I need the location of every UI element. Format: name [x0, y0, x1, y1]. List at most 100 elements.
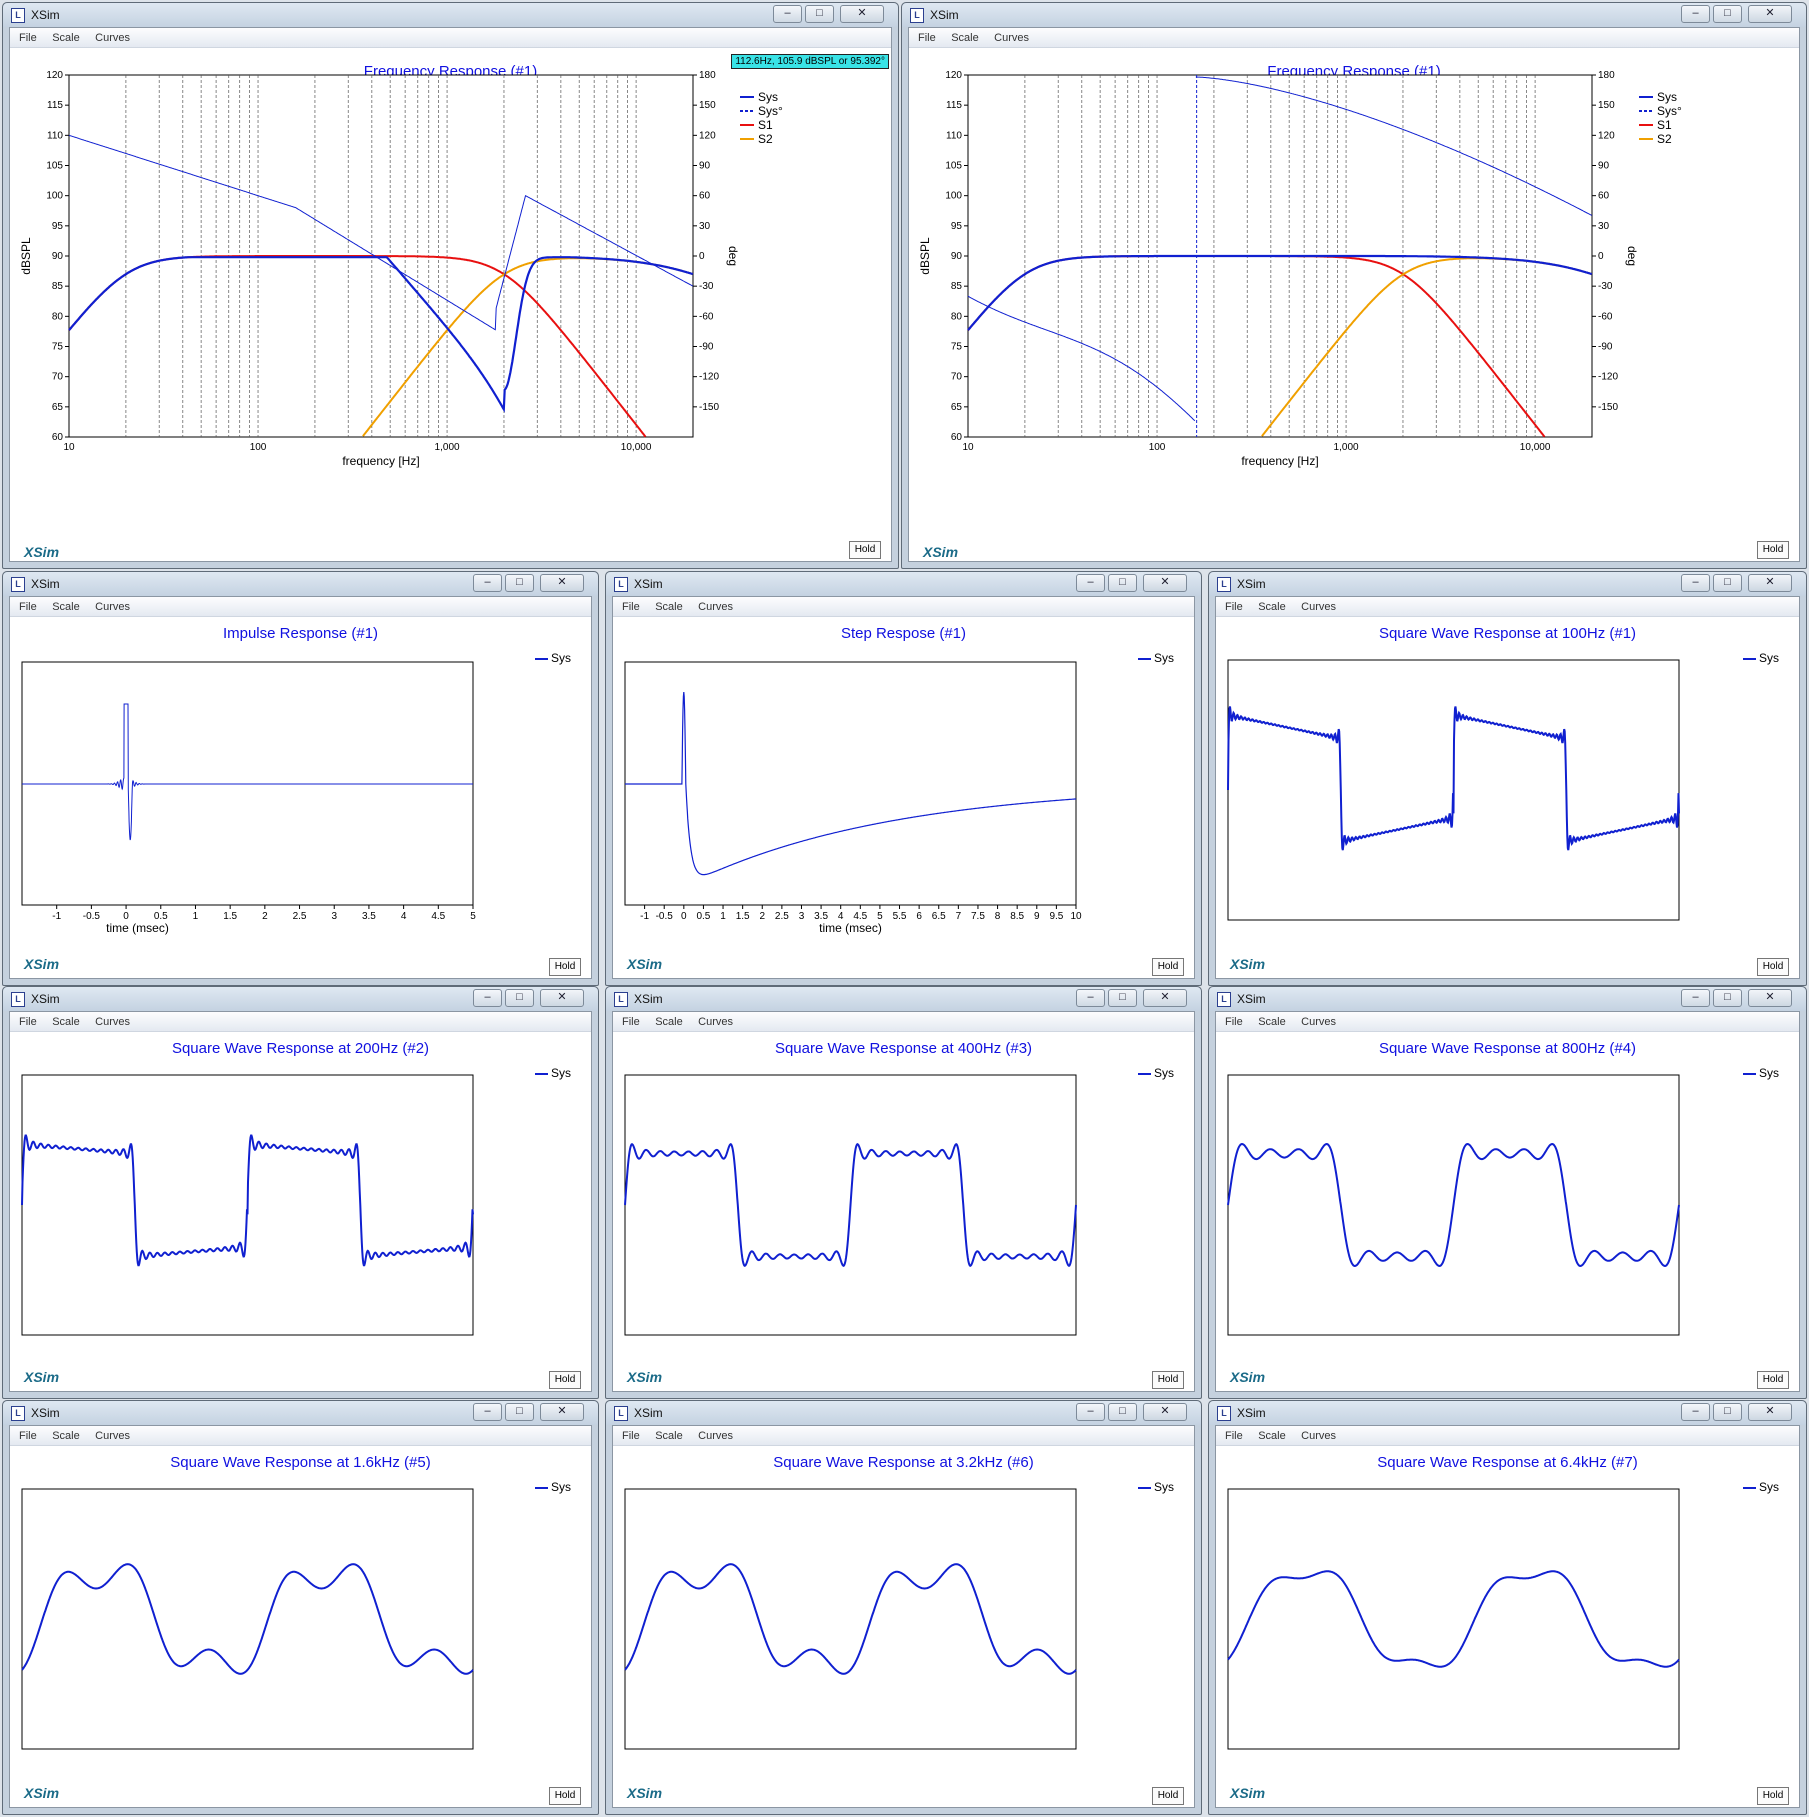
- title-bar[interactable]: L XSim – □ ✕: [606, 987, 1201, 1011]
- menu-scale[interactable]: Scale: [52, 32, 80, 44]
- hold-button[interactable]: Hold: [849, 541, 881, 559]
- menu-curves[interactable]: Curves: [994, 32, 1030, 44]
- maximize-button[interactable]: □: [1713, 989, 1742, 1007]
- close-button[interactable]: ✕: [1748, 1403, 1792, 1421]
- title-bar[interactable]: L XSim – □ ✕: [1209, 987, 1806, 1011]
- menu-file[interactable]: File: [19, 32, 37, 44]
- menu-scale[interactable]: Scale: [655, 601, 683, 613]
- maximize-button[interactable]: □: [805, 5, 834, 23]
- hold-button[interactable]: Hold: [549, 958, 581, 976]
- minimize-button[interactable]: –: [1681, 989, 1710, 1007]
- close-button[interactable]: ✕: [540, 989, 584, 1007]
- maximize-button[interactable]: □: [1713, 574, 1742, 592]
- menu-file[interactable]: File: [19, 1430, 37, 1442]
- minimize-button[interactable]: –: [473, 989, 502, 1007]
- menu-file[interactable]: File: [1225, 1430, 1243, 1442]
- close-button[interactable]: ✕: [840, 5, 884, 23]
- menu-curves[interactable]: Curves: [95, 1430, 131, 1442]
- sq800-plot[interactable]: [1216, 1012, 1801, 1393]
- maximize-button[interactable]: □: [1108, 574, 1137, 592]
- menu-curves[interactable]: Curves: [95, 32, 131, 44]
- maximize-button[interactable]: □: [505, 1403, 534, 1421]
- menu-curves[interactable]: Curves: [95, 1016, 131, 1028]
- menu-scale[interactable]: Scale: [52, 1016, 80, 1028]
- minimize-button[interactable]: –: [1681, 574, 1710, 592]
- title-bar[interactable]: L XSim – □ ✕: [606, 572, 1201, 596]
- title-bar[interactable]: L XSim – □ ✕: [902, 3, 1806, 27]
- menu-file[interactable]: File: [1225, 1016, 1243, 1028]
- step-plot[interactable]: -1 -0.5 0 0.5 1 1.5 2 2.5 3 3.5 4 4.5 5 5.5 6 6.5 7 7.5 8 8…: [613, 597, 1196, 980]
- menu-file[interactable]: File: [918, 32, 936, 44]
- menu-curves[interactable]: Curves: [1301, 601, 1337, 613]
- close-button[interactable]: ✕: [1748, 989, 1792, 1007]
- menu-scale[interactable]: Scale: [52, 601, 80, 613]
- minimize-button[interactable]: –: [773, 5, 802, 23]
- menu-file[interactable]: File: [622, 601, 640, 613]
- minimize-button[interactable]: –: [473, 1403, 502, 1421]
- close-button[interactable]: ✕: [1143, 989, 1187, 1007]
- title-bar[interactable]: L XSim – □ ✕: [1209, 572, 1806, 596]
- minimize-button[interactable]: –: [1681, 1403, 1710, 1421]
- title-bar[interactable]: L XSim – □ ✕: [3, 1401, 598, 1425]
- menu-scale[interactable]: Scale: [52, 1430, 80, 1442]
- maximize-button[interactable]: □: [1108, 989, 1137, 1007]
- minimize-button[interactable]: –: [1076, 1403, 1105, 1421]
- menu-curves[interactable]: Curves: [698, 1016, 734, 1028]
- menu-file[interactable]: File: [622, 1016, 640, 1028]
- impulse-plot[interactable]: -1 -0.5 0 0.5 1 1.5 2 2.5 3 3.5 4 4.5 5 time (msec): [10, 597, 593, 980]
- maximize-button[interactable]: □: [1713, 1403, 1742, 1421]
- menu-curves[interactable]: Curves: [1301, 1016, 1337, 1028]
- menu-scale[interactable]: Scale: [1258, 1016, 1286, 1028]
- menu-file[interactable]: File: [1225, 601, 1243, 613]
- x-tick-label: -0.5: [656, 911, 674, 922]
- close-button[interactable]: ✕: [540, 574, 584, 592]
- menu-file[interactable]: File: [622, 1430, 640, 1442]
- close-button[interactable]: ✕: [540, 1403, 584, 1421]
- minimize-button[interactable]: –: [1076, 574, 1105, 592]
- minimize-button[interactable]: –: [1076, 989, 1105, 1007]
- frequency-response-plot[interactable]: 1201151101051009590858075706560180150120…: [10, 28, 893, 565]
- close-button[interactable]: ✕: [1143, 574, 1187, 592]
- sq1600-plot[interactable]: [10, 1426, 593, 1809]
- title-bar[interactable]: L XSim – □ ✕: [606, 1401, 1201, 1425]
- sq3200-plot[interactable]: [613, 1426, 1196, 1809]
- menu-scale[interactable]: Scale: [951, 32, 979, 44]
- menu-scale[interactable]: Scale: [655, 1430, 683, 1442]
- title-bar[interactable]: L XSim – □ ✕: [3, 3, 898, 27]
- menu-scale[interactable]: Scale: [655, 1016, 683, 1028]
- title-bar[interactable]: L XSim – □ ✕: [3, 572, 598, 596]
- menu-scale[interactable]: Scale: [1258, 1430, 1286, 1442]
- minimize-button[interactable]: –: [473, 574, 502, 592]
- maximize-button[interactable]: □: [505, 574, 534, 592]
- minimize-button[interactable]: –: [1681, 5, 1710, 23]
- hold-button[interactable]: Hold: [549, 1787, 581, 1805]
- hold-button[interactable]: Hold: [1757, 958, 1789, 976]
- menu-scale[interactable]: Scale: [1258, 601, 1286, 613]
- menu-curves[interactable]: Curves: [95, 601, 131, 613]
- maximize-button[interactable]: □: [505, 989, 534, 1007]
- menu-curves[interactable]: Curves: [698, 1430, 734, 1442]
- menu-file[interactable]: File: [19, 601, 37, 613]
- sq400-plot[interactable]: [613, 1012, 1196, 1393]
- sq200-plot[interactable]: [10, 1012, 593, 1393]
- hold-button[interactable]: Hold: [549, 1371, 581, 1389]
- hold-button[interactable]: Hold: [1757, 1371, 1789, 1389]
- hold-button[interactable]: Hold: [1152, 1371, 1184, 1389]
- close-button[interactable]: ✕: [1748, 5, 1792, 23]
- hold-button[interactable]: Hold: [1152, 958, 1184, 976]
- hold-button[interactable]: Hold: [1757, 541, 1789, 559]
- hold-button[interactable]: Hold: [1152, 1787, 1184, 1805]
- menu-curves[interactable]: Curves: [1301, 1430, 1337, 1442]
- menu-file[interactable]: File: [19, 1016, 37, 1028]
- menu-curves[interactable]: Curves: [698, 601, 734, 613]
- frequency-response-plot[interactable]: 1201151101051009590858075706560180150120…: [909, 28, 1801, 565]
- sq6400-plot[interactable]: [1216, 1426, 1801, 1809]
- sq100-plot[interactable]: [1216, 597, 1801, 980]
- hold-button[interactable]: Hold: [1757, 1787, 1789, 1805]
- close-button[interactable]: ✕: [1748, 574, 1792, 592]
- maximize-button[interactable]: □: [1713, 5, 1742, 23]
- title-bar[interactable]: L XSim – □ ✕: [3, 987, 598, 1011]
- title-bar[interactable]: L XSim – □ ✕: [1209, 1401, 1806, 1425]
- close-button[interactable]: ✕: [1143, 1403, 1187, 1421]
- maximize-button[interactable]: □: [1108, 1403, 1137, 1421]
